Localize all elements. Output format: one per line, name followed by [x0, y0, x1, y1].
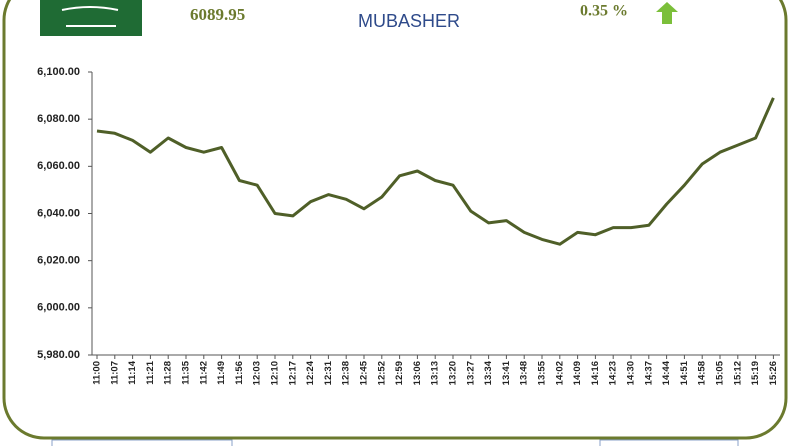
- x-tick-label: 14:16: [590, 361, 601, 385]
- x-tick-label: 14:51: [679, 360, 690, 385]
- x-tick-label: 12:52: [376, 361, 387, 385]
- up-arrow: [656, 2, 678, 24]
- x-tick-label: 13:48: [519, 361, 530, 385]
- x-tick-label: 15:26: [768, 361, 779, 385]
- x-tick-label: 13:20: [448, 361, 459, 385]
- y-tick-label: 6,020.00: [37, 255, 80, 267]
- x-tick-label: 11:07: [109, 361, 120, 385]
- price-line: [96, 97, 775, 246]
- x-tick-label: 13:34: [483, 360, 494, 385]
- x-tick-label: 14:58: [697, 361, 708, 385]
- x-tick-label: 11:42: [198, 361, 209, 385]
- y-tick-label: 6,000.00: [37, 302, 80, 314]
- y-tick-label: 5,980.00: [37, 349, 80, 361]
- x-tick-label: 12:59: [394, 361, 405, 385]
- y-tick-label: 6,060.00: [37, 160, 80, 172]
- y-tick-label: 6,100.00: [37, 66, 80, 78]
- x-tick-label: 14:02: [554, 361, 565, 385]
- x-tick-label: 11:49: [216, 361, 227, 385]
- flag: [40, 0, 142, 36]
- x-tick-label: 11:21: [145, 360, 156, 384]
- x-tick-label: 14:44: [661, 360, 672, 385]
- x-tick-label: 11:00: [92, 361, 103, 385]
- x-tick-label: 12:38: [341, 361, 352, 385]
- x-tick-label: 12:17: [287, 361, 298, 385]
- x-tick-label: 15:12: [732, 361, 743, 385]
- change: 0.35 %: [580, 3, 628, 20]
- x-tick-label: 15:05: [715, 360, 726, 385]
- x-tick-label: 14:30: [626, 361, 637, 385]
- x-tick-label: 12:03: [252, 361, 263, 385]
- x-tick-label: 13:13: [430, 361, 441, 385]
- x-tick-label: 12:10: [270, 361, 281, 385]
- x-tick-label: 13:27: [465, 361, 476, 385]
- x-tick-label: 15:19: [750, 361, 761, 385]
- frame: [2, 0, 788, 440]
- x-tick-label: 13:41: [501, 360, 512, 385]
- x-tick-label: 12:31: [323, 360, 334, 385]
- x-tick-label: 11:35: [181, 360, 192, 384]
- x-tick-label: 14:37: [643, 361, 654, 385]
- y-tick-label: 6,080.00: [37, 113, 80, 125]
- x-tick-label: 12:24: [305, 360, 316, 385]
- logo: MUBASHER: [358, 11, 460, 31]
- x-tick-label: 14:09: [572, 361, 583, 385]
- x-tick-label: 13:55: [537, 360, 548, 385]
- bottom-box: [51, 439, 233, 446]
- index-value: 6089.95: [190, 5, 245, 24]
- x-tick-label: 11:56: [234, 361, 245, 385]
- x-tick-label: 11:28: [163, 361, 174, 385]
- x-tick-label: 11:14: [127, 360, 138, 384]
- x-tick-label: 14:23: [608, 361, 619, 385]
- bottom-box: [599, 439, 739, 446]
- x-tick-label: 12:45: [359, 360, 370, 385]
- y-tick-label: 6,040.00: [37, 207, 80, 219]
- x-tick-label: 13:06: [412, 361, 423, 385]
